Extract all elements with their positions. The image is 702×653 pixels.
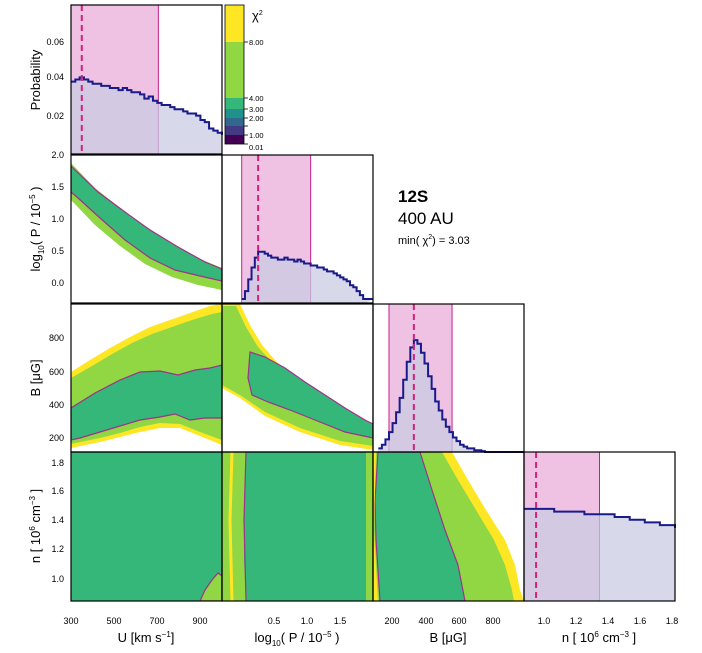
colorbar-tick-label: 1.00 <box>249 131 264 140</box>
histogram-line <box>241 250 373 301</box>
marginal-P <box>241 155 373 303</box>
histogram-line <box>71 76 223 135</box>
contour-chi2-core <box>71 165 222 282</box>
contour-chi2-core <box>247 351 373 439</box>
colorbar: χ2 8.00 4.00 3.00 2.00 1.00 0.01 <box>224 4 264 152</box>
contour-chi2-core <box>71 364 222 441</box>
colorbar-seg-2 <box>225 109 244 118</box>
tick-label: 0.5 <box>268 616 281 626</box>
histogram-line <box>524 507 676 528</box>
colorbar-tick-label: 2.00 <box>249 114 264 123</box>
colorbar-tick-label: 8.00 <box>249 38 264 47</box>
tick-label: 0.06 <box>46 37 64 47</box>
tick-label: 1.4 <box>602 616 615 626</box>
histogram-line <box>378 339 524 453</box>
annotation-chi2: min( χ2) = 3.03 <box>398 234 470 247</box>
colorbar-tick-label: 4.00 <box>249 94 264 103</box>
histogram-fill <box>71 77 222 154</box>
contour-left-edge <box>373 452 378 601</box>
tick-label: 400 <box>49 400 64 410</box>
colorbar-seg-0 <box>225 135 244 144</box>
tick-label: 200 <box>49 433 64 443</box>
panel-P-B <box>222 304 373 450</box>
panel-U-n <box>71 452 222 601</box>
contour-chi2-outer <box>222 452 373 601</box>
tick-label: 800 <box>485 616 500 626</box>
axis-label-logP-x: log10( P / 10−5 ) <box>254 630 339 648</box>
tick-label: 1.0 <box>51 574 64 584</box>
panel-U-P <box>71 163 222 290</box>
tick-label: 700 <box>149 616 164 626</box>
tick-label: 1.4 <box>51 515 64 525</box>
tick-label: 1.8 <box>51 458 64 468</box>
colorbar-seg-1 <box>225 126 244 135</box>
contour-edge <box>243 452 247 601</box>
tick-label: 600 <box>49 367 64 377</box>
colorbar-seg-15 <box>225 118 244 126</box>
axis-label-U-x: U [km s−1] <box>118 630 175 645</box>
annotation-title: 12S <box>398 187 428 206</box>
annotation-subtitle: 400 AU <box>398 209 454 228</box>
tick-labels: 0.06 0.04 0.02 2.0 1.5 1.0 0.5 0.0 800 6… <box>46 37 678 626</box>
axis-labels: Probability log10( P / 10−5 ) B [μG] n [… <box>28 49 636 648</box>
tick-label: 1.5 <box>51 182 64 192</box>
tick-label: 400 <box>418 616 433 626</box>
marginal-n <box>523 452 676 601</box>
contour-chi2-core <box>71 452 222 601</box>
tick-label: 1.0 <box>538 616 551 626</box>
axis-label-n-x: n [ 106 cm−3 ] <box>562 630 636 645</box>
tick-label: 200 <box>384 616 399 626</box>
tick-label: 1.0 <box>301 616 314 626</box>
tick-label: 1.5 <box>334 616 347 626</box>
colorbar-label: χ2 <box>252 8 263 23</box>
tick-label: 1.2 <box>570 616 583 626</box>
marginal-B <box>378 304 524 453</box>
contour-right-edge <box>366 452 373 601</box>
panel-frames <box>70 4 676 602</box>
colorbar-seg-8 <box>225 5 244 42</box>
tick-label: 900 <box>192 616 207 626</box>
contour-chi2-edge <box>222 452 246 601</box>
colorbar-seg-3 <box>225 98 244 109</box>
tick-label: 1.0 <box>51 214 64 224</box>
colorbar-tick-label: 3.00 <box>249 105 264 114</box>
colorbar-seg-4 <box>225 42 244 98</box>
tick-label: 1.8 <box>666 616 679 626</box>
tick-label: 2.0 <box>51 150 64 160</box>
histogram-fill <box>524 508 675 601</box>
axis-label-B-x: B [μG] <box>429 630 466 645</box>
colorbar-tick-label: 0.01 <box>249 143 264 152</box>
axis-label-B-y: B [μG] <box>28 359 43 396</box>
panel-B-n <box>373 452 524 601</box>
marginal-U <box>70 5 223 154</box>
panel-P-n <box>222 452 373 601</box>
axis-label-n-y: n [ 106 cm−3 ] <box>28 489 43 563</box>
tick-label: 1.6 <box>51 486 64 496</box>
tick-label: 800 <box>49 333 64 343</box>
colorbar-ticks <box>244 41 248 145</box>
tick-label: 300 <box>63 616 78 626</box>
tick-label: 500 <box>106 616 121 626</box>
annotation: 12S 400 AU min( χ2) = 3.03 <box>398 187 470 247</box>
tick-label: 1.2 <box>51 544 64 554</box>
contour-chi2-island <box>199 572 222 601</box>
contour-chi2-core <box>374 452 466 601</box>
axis-label-logP-y: log10( P / 10−5 ) <box>28 186 46 271</box>
tick-label: 1.6 <box>634 616 647 626</box>
tick-label: 0.02 <box>46 111 64 121</box>
tick-label: 0.04 <box>46 72 64 82</box>
tick-label: 0.5 <box>51 246 64 256</box>
contour-chi2-line <box>228 452 234 601</box>
tick-label: 0.0 <box>51 278 64 288</box>
histogram-fill <box>241 251 373 303</box>
axis-label-probability: Probability <box>28 49 43 110</box>
panel-U-B <box>71 304 222 448</box>
tick-label: 600 <box>451 616 466 626</box>
